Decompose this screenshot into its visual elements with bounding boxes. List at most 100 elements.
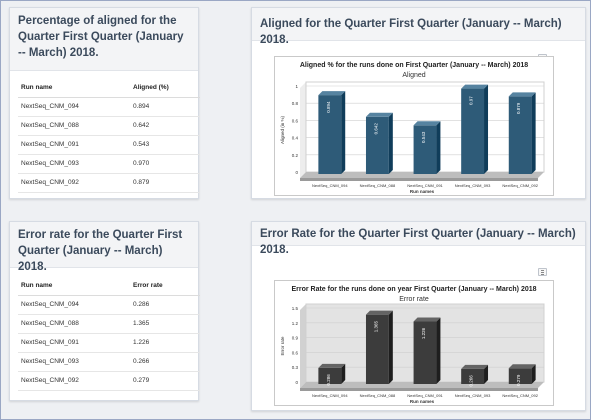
bar bbox=[508, 368, 532, 384]
bar-top bbox=[318, 91, 346, 96]
y-tick-label: 1 bbox=[295, 84, 298, 89]
error-value-cell: 1.365 bbox=[130, 314, 200, 334]
bar-side bbox=[388, 112, 393, 174]
y-tick-label: 0.9 bbox=[292, 336, 299, 341]
bar bbox=[318, 95, 342, 174]
plot-side-wall bbox=[300, 82, 306, 178]
aligned-value-cell: 0.894 bbox=[130, 97, 200, 117]
bar bbox=[413, 321, 437, 384]
error-table-panel: Error rate for the Quarter First Quarter… bbox=[9, 221, 200, 401]
bar-value-label: 0.894 bbox=[326, 101, 331, 113]
y-tick-label: 1.5 bbox=[292, 306, 299, 311]
bar-side bbox=[436, 317, 441, 384]
bar-value-label: 0.543 bbox=[421, 131, 426, 143]
bar-value-label: 0.642 bbox=[373, 123, 378, 135]
aligned-value-cell: 0.543 bbox=[130, 135, 200, 155]
table-row: NextSeq_CNM_094 0.286 bbox=[18, 295, 200, 315]
bar-side bbox=[484, 364, 489, 384]
bar-top bbox=[318, 363, 346, 368]
bar-value-label: 0.266 bbox=[469, 375, 474, 387]
table-header-row: Run name Aligned (%) bbox=[18, 78, 200, 98]
run-name-cell: NextSeq_CNM_092 bbox=[18, 371, 130, 391]
x-tick-label: NextSeq_CNM_092 bbox=[502, 393, 538, 398]
table-row: NextSeq_CNM_094 0.894 bbox=[18, 97, 200, 117]
chart-title: Error Rate for the runs done on year Fir… bbox=[291, 286, 536, 293]
aligned-chart-panel-title: Aligned for the Quarter First Quarter (J… bbox=[252, 8, 585, 46]
aligned-chart-panel: Aligned for the Quarter First Quarter (J… bbox=[251, 7, 586, 199]
y-axis-label: Aligned (in %) bbox=[280, 115, 285, 144]
bar-top bbox=[413, 121, 441, 126]
aligned-bar-chart: Aligned % for the runs done on First Qua… bbox=[274, 56, 554, 196]
error-chart-panel: Error Rate for the Quarter First Quarter… bbox=[251, 221, 586, 411]
run-name-cell: NextSeq_CNM_092 bbox=[18, 173, 130, 193]
bar-value-label: 1.365 bbox=[373, 321, 378, 333]
aligned-table-title: Percentage of aligned for the Quarter Fi… bbox=[10, 8, 198, 71]
bar bbox=[508, 96, 532, 174]
column-header-error-rate: Error rate bbox=[130, 276, 200, 296]
y-tick-label: 0.3 bbox=[292, 365, 299, 370]
error-value-cell: 0.266 bbox=[130, 352, 200, 372]
table-row: NextSeq_CNM_091 0.543 bbox=[18, 135, 200, 155]
plot-floor-edge bbox=[300, 388, 538, 391]
y-tick-label: 0 bbox=[295, 380, 298, 385]
y-tick-label: 0.6 bbox=[292, 350, 299, 355]
aligned-value-cell: 0.970 bbox=[130, 154, 200, 174]
y-axis-label: Error rate bbox=[280, 336, 285, 356]
aligned-table-panel: Percentage of aligned for the Quarter Fi… bbox=[9, 7, 200, 199]
bar-top bbox=[508, 364, 536, 369]
x-tick-label: NextSeq_CNM_091 bbox=[407, 183, 443, 188]
x-tick-label: NextSeq_CNM_088 bbox=[360, 393, 396, 398]
bar bbox=[461, 368, 485, 384]
table-row: NextSeq_CNM_091 1.226 bbox=[18, 333, 200, 353]
bar-side bbox=[341, 91, 346, 174]
error-chart-panel-title: Error Rate for the Quarter First Quarter… bbox=[252, 222, 585, 256]
error-chart: Error Rate for the runs done on year Fir… bbox=[274, 280, 554, 411]
bar-value-label: 1.226 bbox=[421, 327, 426, 339]
y-tick-label: 0.6 bbox=[292, 118, 299, 123]
aligned-value-cell: 0.642 bbox=[130, 116, 200, 136]
run-name-cell: NextSeq_CNM_088 bbox=[18, 116, 130, 136]
bar-side bbox=[341, 363, 346, 384]
bar-value-label: 0.879 bbox=[516, 102, 521, 114]
error-value-cell: 0.279 bbox=[130, 371, 200, 391]
chart-menu-button[interactable] bbox=[538, 268, 547, 276]
bar bbox=[461, 88, 485, 174]
y-tick-label: 0.4 bbox=[292, 136, 299, 141]
table-row: NextSeq_CNM_088 0.642 bbox=[18, 116, 200, 136]
bar-value-label: 0.97 bbox=[469, 96, 474, 105]
x-tick-label: NextSeq_CNM_092 bbox=[502, 183, 538, 188]
x-tick-label: NextSeq_CNM_088 bbox=[360, 183, 396, 188]
bar-top bbox=[413, 317, 441, 322]
aligned-value-cell: 0.879 bbox=[130, 173, 200, 193]
y-tick-label: 0.8 bbox=[292, 101, 299, 106]
error-value-cell: 1.226 bbox=[130, 333, 200, 353]
bar-top bbox=[365, 310, 393, 315]
plot-side-wall bbox=[300, 304, 306, 388]
run-name-cell: NextSeq_CNM_091 bbox=[18, 135, 130, 155]
y-tick-label: 1.2 bbox=[292, 321, 299, 326]
x-axis-label: Run names bbox=[410, 189, 435, 194]
bar-top bbox=[508, 92, 536, 97]
x-tick-label: NextSeq_CNM_093 bbox=[455, 393, 491, 398]
chart-title: Aligned % for the runs done on First Qua… bbox=[300, 62, 528, 69]
x-tick-label: NextSeq_CNM_094 bbox=[312, 393, 348, 398]
error-bar-chart: Error Rate for the runs done on year Fir… bbox=[274, 280, 554, 406]
bar-top bbox=[461, 84, 489, 89]
run-name-cell: NextSeq_CNM_093 bbox=[18, 154, 130, 174]
run-name-cell: NextSeq_CNM_088 bbox=[18, 314, 130, 334]
bar-side bbox=[388, 310, 393, 384]
bar-value-label: 0.279 bbox=[516, 374, 521, 386]
x-axis-label: Run names bbox=[410, 399, 435, 404]
chart-subtitle: Aligned bbox=[402, 72, 425, 79]
bar bbox=[365, 314, 389, 384]
error-value-cell: 0.286 bbox=[130, 295, 200, 315]
y-tick-label: 0.2 bbox=[292, 153, 299, 158]
run-name-cell: NextSeq_CNM_091 bbox=[18, 333, 130, 353]
table-row: NextSeq_CNM_093 0.970 bbox=[18, 154, 200, 174]
bar-side bbox=[484, 84, 489, 174]
x-tick-label: NextSeq_CNM_091 bbox=[407, 393, 443, 398]
plot-floor-edge bbox=[300, 178, 538, 181]
table-row: NextSeq_CNM_093 0.266 bbox=[18, 352, 200, 372]
bar-value-label: 0.286 bbox=[326, 374, 331, 386]
bar-top bbox=[461, 364, 489, 369]
